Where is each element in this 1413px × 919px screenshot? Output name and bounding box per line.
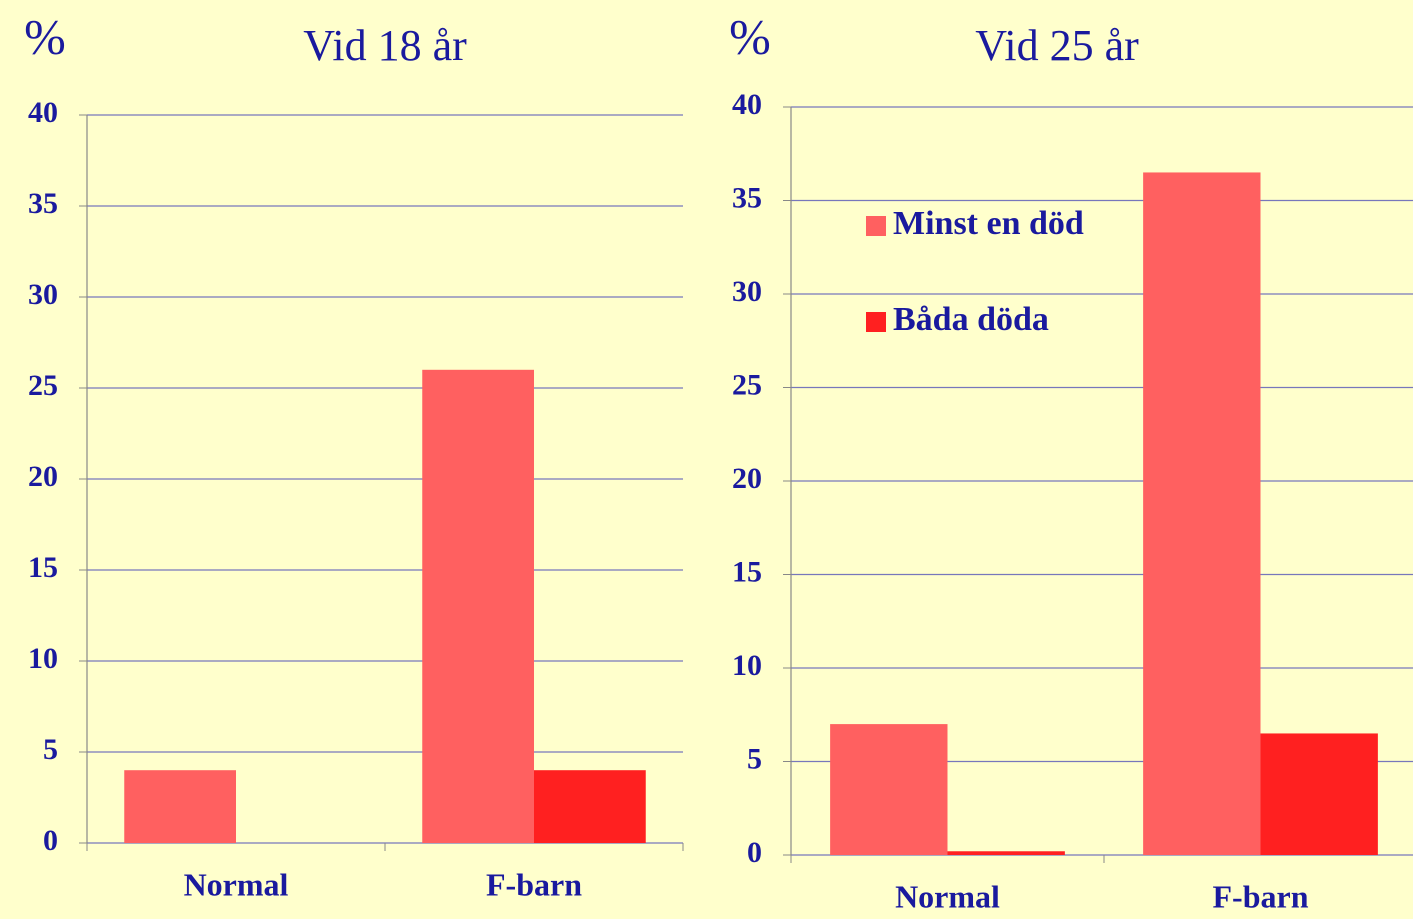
y-tick-label: 15 <box>28 551 58 584</box>
bar <box>422 369 534 843</box>
chart-title: Vid 18 år <box>303 21 467 70</box>
bar <box>830 724 948 855</box>
legend-swatch <box>866 312 886 332</box>
y-tick-label: 25 <box>732 368 762 401</box>
bar <box>534 770 646 843</box>
bar <box>947 851 1065 855</box>
x-tick-label: F-barn <box>1213 878 1309 914</box>
y-axis-label: % <box>24 8 66 64</box>
bar <box>1143 172 1261 855</box>
x-tick-label: Normal <box>895 878 1000 914</box>
y-axis-label: % <box>729 8 771 64</box>
y-tick-label: 20 <box>732 462 762 495</box>
legend-swatch <box>866 216 886 236</box>
y-tick-label: 0 <box>747 836 762 869</box>
chart-title: Vid 25 år <box>975 21 1139 70</box>
y-tick-label: 35 <box>732 181 762 214</box>
y-tick-label: 10 <box>28 642 58 675</box>
bar <box>1260 733 1378 855</box>
y-tick-label: 5 <box>747 742 762 775</box>
legend-label: Båda döda <box>893 301 1049 338</box>
y-tick-label: 30 <box>732 275 762 308</box>
y-tick-label: 15 <box>732 555 762 588</box>
x-tick-label: Normal <box>184 866 289 902</box>
legend-label: Minst en död <box>893 205 1084 242</box>
y-tick-label: 40 <box>732 88 762 121</box>
y-tick-label: 40 <box>28 96 58 129</box>
y-tick-label: 20 <box>28 460 58 493</box>
y-tick-label: 35 <box>28 187 58 220</box>
y-tick-label: 5 <box>43 733 58 766</box>
y-tick-label: 30 <box>28 278 58 311</box>
x-tick-label: F-barn <box>486 866 582 902</box>
bar <box>124 770 236 843</box>
y-tick-label: 0 <box>43 824 58 857</box>
y-tick-label: 10 <box>732 649 762 682</box>
y-tick-label: 25 <box>28 369 58 402</box>
